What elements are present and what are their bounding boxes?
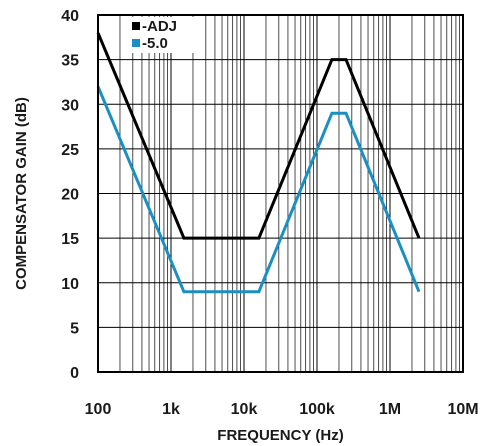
y-tick-labels: 0 5 10 15 20 25 30 35 40 xyxy=(61,8,79,382)
y-tick-label: 5 xyxy=(70,320,79,337)
y-tick-label: 30 xyxy=(61,97,79,114)
y-tick-label: 40 xyxy=(61,8,79,25)
y-tick-label: 35 xyxy=(61,53,79,70)
y-tick-label: 25 xyxy=(61,142,79,159)
legend-label-adj: -ADJ xyxy=(142,18,177,35)
y-tick-label: 20 xyxy=(61,187,79,204)
series-lines xyxy=(98,33,419,292)
legend-swatch-5v0 xyxy=(132,39,140,47)
x-tick-label: 10M xyxy=(447,401,478,418)
legend-swatch-adj xyxy=(132,22,140,30)
x-tick-labels: 100 1k 10k 100k 1M 10M xyxy=(85,401,479,418)
x-tick-label: 1M xyxy=(379,401,401,418)
y-tick-label: 0 xyxy=(70,365,79,382)
y-tick-label: 15 xyxy=(61,231,79,248)
grid-lines xyxy=(98,15,463,372)
x-tick-label: 100k xyxy=(299,401,335,418)
y-tick-label: 10 xyxy=(61,276,79,293)
y-axis-label: COMPENSATOR GAIN (dB) xyxy=(13,97,30,290)
x-tick-label: 1k xyxy=(162,401,180,418)
legend: -ADJ -5.0 xyxy=(128,17,196,53)
x-tick-label: 10k xyxy=(231,401,258,418)
x-tick-label: 100 xyxy=(85,401,112,418)
x-axis-label: FREQUENCY (Hz) xyxy=(217,427,343,444)
legend-label-5v0: -5.0 xyxy=(142,35,168,52)
series-line-adj xyxy=(98,33,419,238)
